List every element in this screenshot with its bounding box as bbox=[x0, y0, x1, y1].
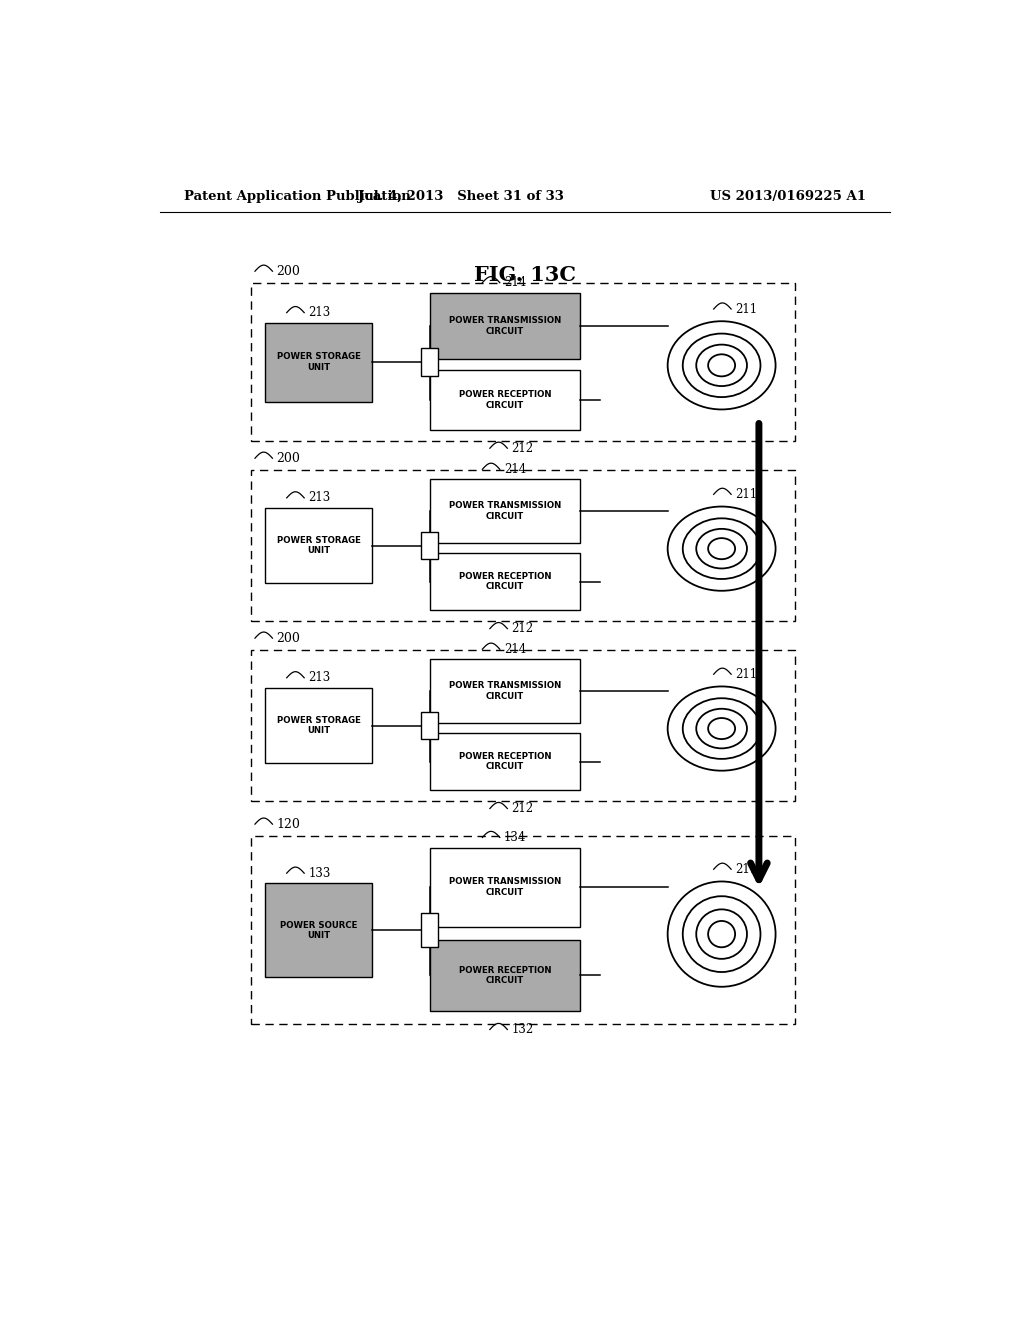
Text: POWER TRANSMISSION
CIRCUIT: POWER TRANSMISSION CIRCUIT bbox=[449, 681, 561, 701]
FancyBboxPatch shape bbox=[421, 913, 438, 948]
Text: 212: 212 bbox=[511, 803, 534, 814]
Text: POWER STORAGE
UNIT: POWER STORAGE UNIT bbox=[276, 536, 360, 556]
Text: 134: 134 bbox=[504, 832, 526, 843]
Text: 120: 120 bbox=[276, 817, 300, 830]
FancyBboxPatch shape bbox=[421, 532, 438, 560]
FancyBboxPatch shape bbox=[421, 711, 438, 739]
FancyBboxPatch shape bbox=[265, 688, 373, 763]
Text: 132: 132 bbox=[511, 1023, 534, 1036]
Text: 213: 213 bbox=[308, 672, 331, 684]
Text: 200: 200 bbox=[276, 265, 300, 277]
FancyBboxPatch shape bbox=[421, 348, 438, 376]
FancyBboxPatch shape bbox=[430, 733, 581, 791]
Text: 214: 214 bbox=[504, 463, 526, 475]
Text: POWER SOURCE
UNIT: POWER SOURCE UNIT bbox=[281, 920, 357, 940]
Text: 211: 211 bbox=[735, 863, 757, 875]
Text: 213: 213 bbox=[308, 491, 331, 504]
FancyBboxPatch shape bbox=[430, 370, 581, 430]
Text: POWER RECEPTION
CIRCUIT: POWER RECEPTION CIRCUIT bbox=[459, 966, 551, 985]
Text: 211: 211 bbox=[735, 668, 757, 681]
FancyBboxPatch shape bbox=[430, 293, 581, 359]
FancyBboxPatch shape bbox=[430, 847, 581, 927]
FancyBboxPatch shape bbox=[430, 553, 581, 610]
Text: 200: 200 bbox=[276, 451, 300, 465]
Text: 211: 211 bbox=[735, 488, 757, 500]
Text: 214: 214 bbox=[504, 643, 526, 656]
Text: POWER RECEPTION
CIRCUIT: POWER RECEPTION CIRCUIT bbox=[459, 572, 551, 591]
FancyBboxPatch shape bbox=[430, 940, 581, 1011]
Text: POWER STORAGE
UNIT: POWER STORAGE UNIT bbox=[276, 715, 360, 735]
Text: POWER RECEPTION
CIRCUIT: POWER RECEPTION CIRCUIT bbox=[459, 752, 551, 771]
Text: POWER RECEPTION
CIRCUIT: POWER RECEPTION CIRCUIT bbox=[459, 391, 551, 409]
Text: 213: 213 bbox=[308, 306, 331, 319]
Text: 214: 214 bbox=[504, 276, 526, 289]
FancyBboxPatch shape bbox=[265, 323, 373, 401]
Text: 200: 200 bbox=[276, 632, 300, 644]
Text: POWER STORAGE
UNIT: POWER STORAGE UNIT bbox=[276, 352, 360, 372]
Text: 211: 211 bbox=[735, 302, 757, 315]
Text: Patent Application Publication: Patent Application Publication bbox=[183, 190, 411, 202]
Text: 133: 133 bbox=[308, 867, 331, 879]
Text: POWER TRANSMISSION
CIRCUIT: POWER TRANSMISSION CIRCUIT bbox=[449, 878, 561, 896]
Text: POWER TRANSMISSION
CIRCUIT: POWER TRANSMISSION CIRCUIT bbox=[449, 502, 561, 521]
FancyBboxPatch shape bbox=[265, 508, 373, 583]
FancyBboxPatch shape bbox=[430, 479, 581, 543]
Text: 212: 212 bbox=[511, 622, 534, 635]
FancyBboxPatch shape bbox=[265, 883, 373, 977]
Text: Jul. 4, 2013   Sheet 31 of 33: Jul. 4, 2013 Sheet 31 of 33 bbox=[358, 190, 564, 202]
Text: 212: 212 bbox=[511, 442, 534, 454]
Text: US 2013/0169225 A1: US 2013/0169225 A1 bbox=[710, 190, 866, 202]
Text: POWER TRANSMISSION
CIRCUIT: POWER TRANSMISSION CIRCUIT bbox=[449, 317, 561, 335]
Text: FIG. 13C: FIG. 13C bbox=[474, 265, 575, 285]
FancyBboxPatch shape bbox=[430, 660, 581, 722]
